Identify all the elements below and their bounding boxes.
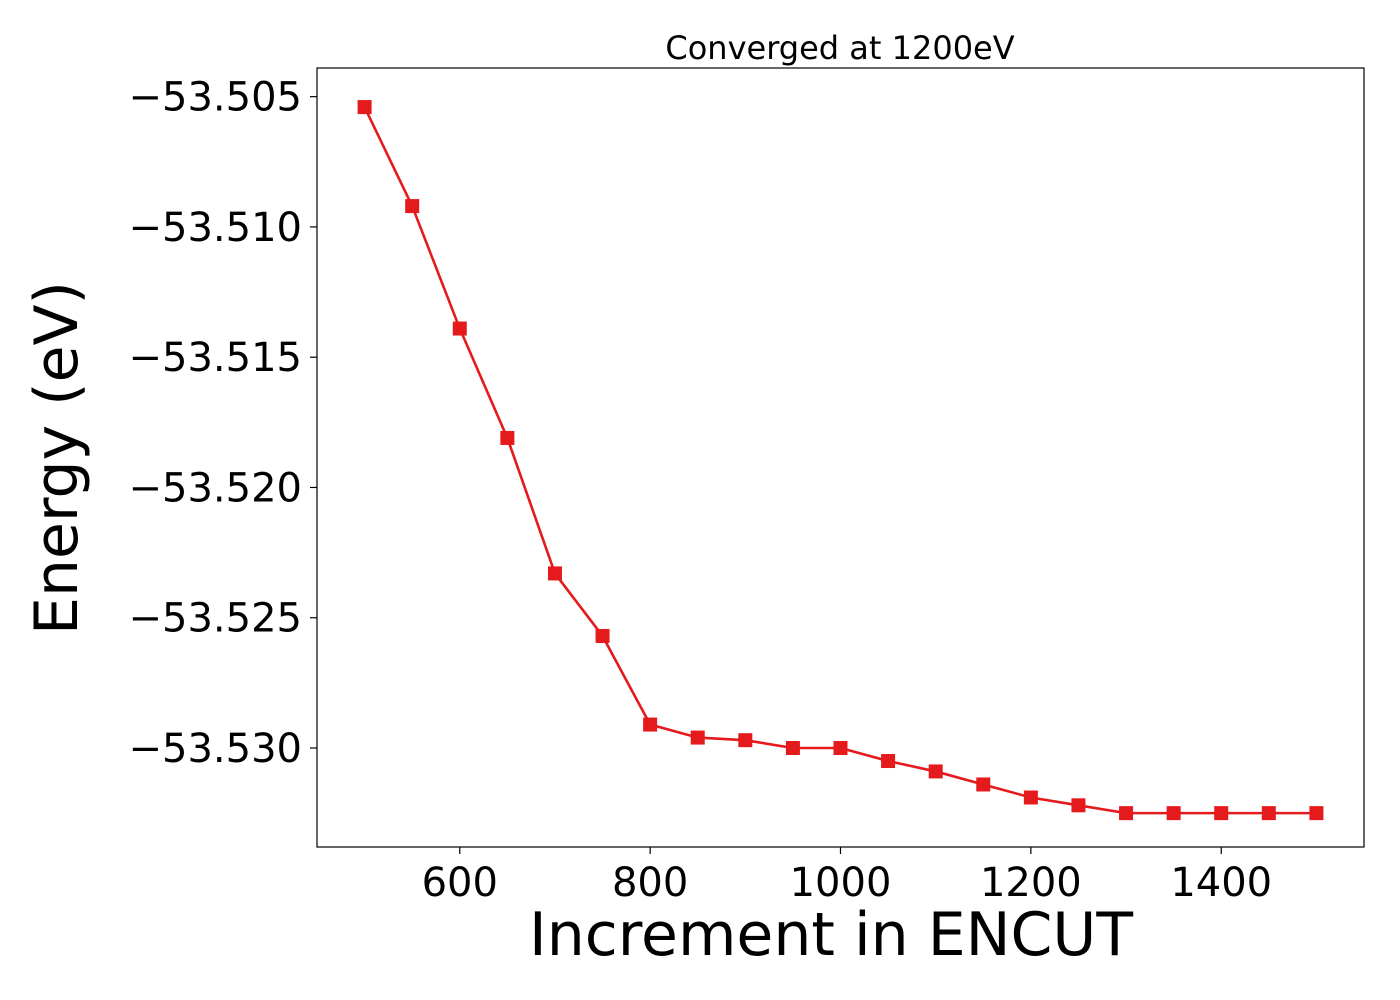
y-tick-label: −53.520 [129,465,302,511]
data-point [785,740,800,755]
data-point [881,754,896,769]
y-tick-label: −53.515 [129,335,302,381]
x-tick-label: 800 [612,860,688,906]
data-point [452,321,467,336]
data-point [1309,806,1324,821]
x-axis-title: Increment in ENCUT [529,900,1133,970]
data-point [357,100,372,115]
y-tick-label: −53.525 [129,596,302,642]
data-point [928,764,943,779]
data-point [976,777,991,792]
data-point [1166,806,1181,821]
plot-area [357,100,1324,821]
data-point [833,740,848,755]
plot-frame [316,67,1365,848]
x-tick-label: 1000 [790,860,892,906]
x-axis: 600 800 1000 1200 1400 [422,847,1272,906]
y-axis: −53.505 −53.510 −53.515 −53.520 −53.525 −53.5… [129,75,317,772]
data-point [547,566,562,581]
x-tick-label: 1400 [1170,860,1272,906]
y-tick-label: −53.530 [129,726,302,772]
y-tick-label: −53.505 [129,75,302,121]
data-point [1023,790,1038,805]
chart-title: Converged at 1200eV [665,29,1014,67]
data-point [1071,798,1086,813]
x-tick-label: 1200 [980,860,1082,906]
y-axis-title: Energy (eV) [22,281,92,635]
data-point [405,199,420,214]
data-point [1261,806,1276,821]
data-point [690,730,705,745]
y-tick-label: −53.510 [129,205,302,251]
data-point [738,733,753,748]
data-point [595,628,610,643]
data-point [500,430,515,445]
data-point [643,717,658,732]
data-point [1214,806,1229,821]
series-line [363,106,1317,815]
data-point [1119,806,1134,821]
x-tick-label: 600 [422,860,498,906]
